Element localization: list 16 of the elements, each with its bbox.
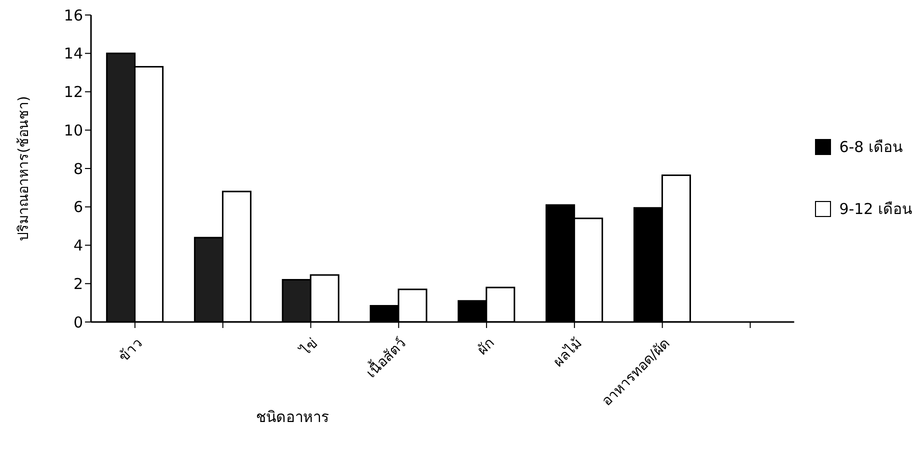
y-tick-label: 16 <box>64 6 83 24</box>
y-tick-label: 6 <box>73 198 83 216</box>
y-tick-label: 12 <box>64 83 83 102</box>
y-tick-label: 10 <box>64 121 83 140</box>
legend-label: 6-8 เดือน <box>839 137 902 158</box>
y-tick-label: 14 <box>64 44 83 63</box>
y-axis-title: ปริมาณอาหาร(ช้อนชา) <box>16 96 32 241</box>
y-tick-label: 2 <box>73 274 83 293</box>
y-tick-label: 8 <box>73 160 83 178</box>
x-tick-label: ไข่ <box>296 334 322 360</box>
y-tick-label: 0 <box>73 313 83 332</box>
x-tick-label: ผัก <box>474 336 498 358</box>
legend-label: 9-12 เดือน <box>839 199 912 220</box>
y-tick-label: 4 <box>73 236 83 255</box>
x-axis-title: ชนิดอาหาร <box>256 408 330 426</box>
x-tick-label: ข้าว <box>116 336 146 366</box>
